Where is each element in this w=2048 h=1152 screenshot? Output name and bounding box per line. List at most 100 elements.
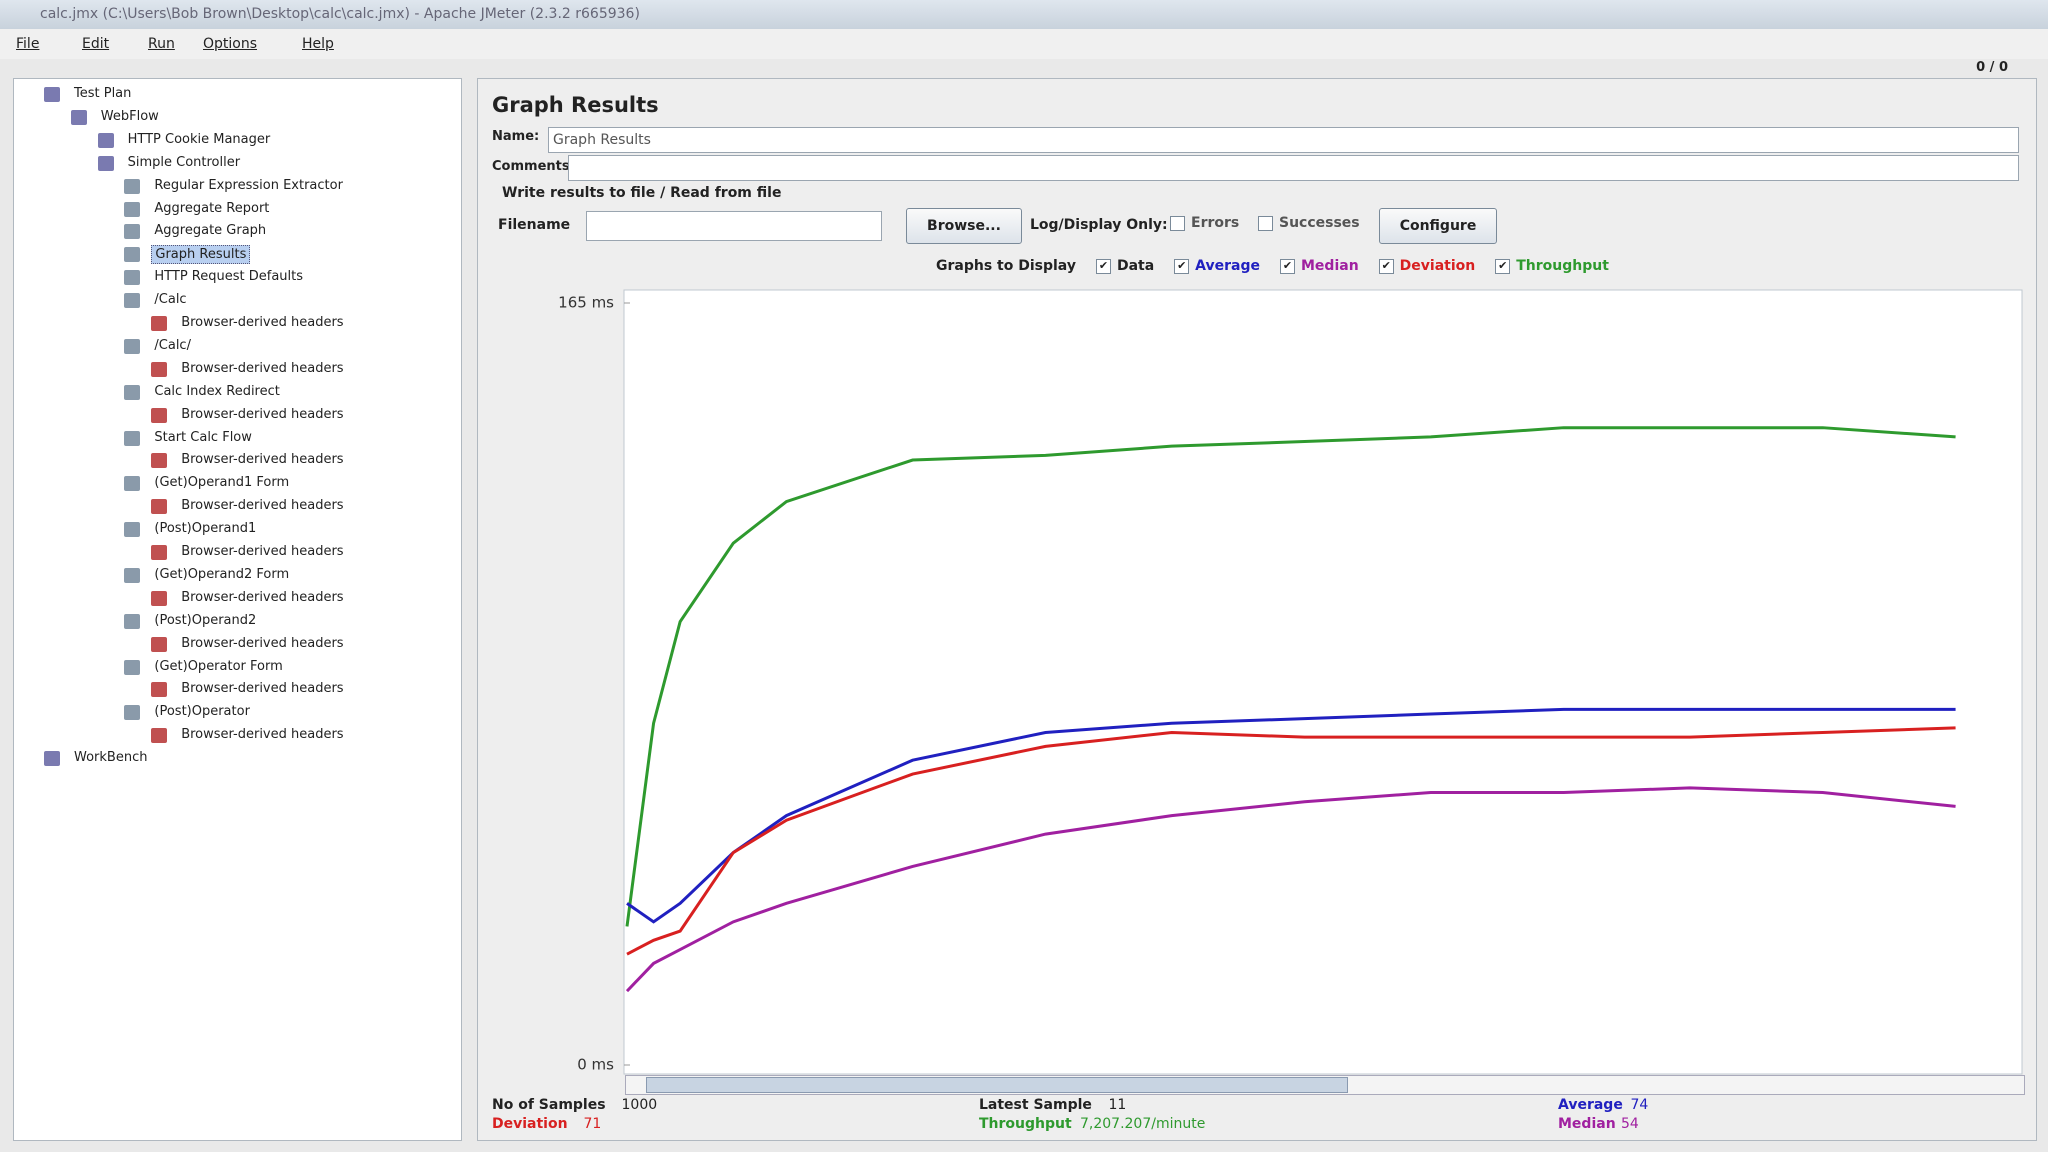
menu-item[interactable]: Options	[203, 36, 258, 52]
tree-icon	[124, 247, 141, 263]
tree-item[interactable]: Browser-derived headers	[181, 544, 344, 559]
tree-panel: Test Plan WebFlow HTTP Cookie Manager Simpl…	[13, 78, 462, 1141]
plot-area	[623, 289, 2023, 1075]
tree-icon	[151, 316, 168, 331]
tree-item[interactable]: (Get)Operand1 Form	[154, 475, 290, 491]
tree-item[interactable]: Aggregate Graph	[154, 223, 267, 239]
errors-option[interactable]: Errors	[1170, 215, 1239, 231]
menu-item[interactable]: Run	[148, 36, 175, 52]
scrollbar[interactable]	[625, 1075, 2025, 1095]
stat-label: Latest Sample	[979, 1097, 1092, 1113]
tree-item[interactable]: HTTP Request Defaults	[154, 269, 304, 285]
graph-option[interactable]: ✔ Average	[1174, 258, 1260, 274]
stat-label: Throughput	[979, 1116, 1072, 1132]
tree-item[interactable]: Aggregate Report	[154, 200, 270, 216]
tree-item[interactable]: /Calc	[154, 292, 187, 308]
tree-item[interactable]: WebFlow	[100, 108, 159, 124]
tree-item[interactable]: Simple Controller	[127, 154, 241, 170]
tree-icon	[151, 590, 168, 606]
menu-bar: File Edit Run Options Help	[0, 29, 2048, 59]
tree-icon	[124, 430, 141, 446]
tree-item[interactable]: Browser-derived headers	[181, 360, 344, 376]
name-label: Name:	[492, 129, 540, 144]
tree-item[interactable]: (Get)Operand2 Form	[154, 566, 290, 582]
tree-icon	[151, 545, 168, 560]
checkbox[interactable]: ✔	[1174, 258, 1190, 274]
tree-icon	[151, 407, 168, 423]
tree-item[interactable]: Browser-derived headers	[181, 315, 344, 330]
tree-item[interactable]: Regular Expression Extractor	[154, 177, 343, 193]
successes-label: Successes	[1279, 215, 1360, 231]
comments-field[interactable]	[568, 155, 2019, 181]
name-field[interactable]: Graph Results	[548, 127, 2019, 153]
panel-title: Graph Results	[492, 93, 659, 117]
tree-item[interactable]: Browser-derived headers	[181, 498, 344, 514]
stat-value: 11	[1108, 1097, 1127, 1113]
tree-item[interactable]: WorkBench	[74, 750, 148, 766]
stat-value: 1000	[621, 1097, 658, 1113]
configure-button[interactable]: Configure	[1379, 208, 1497, 244]
tree-item[interactable]: Browser-derived headers	[181, 406, 344, 422]
tree-icon	[124, 178, 141, 194]
tree-icon	[151, 728, 168, 744]
tree-item[interactable]: (Post)Operand1	[154, 521, 257, 537]
errors-label: Errors	[1191, 215, 1240, 231]
tree-item[interactable]: Graph Results	[151, 245, 251, 265]
graph-option[interactable]: ✔ Data	[1095, 258, 1154, 274]
tree-item[interactable]: /Calc/	[154, 337, 191, 353]
tree-item[interactable]: Browser-derived headers	[181, 727, 344, 743]
tree-icon	[70, 109, 87, 125]
tree-item[interactable]: Browser-derived headers	[181, 681, 344, 697]
filename-label: Filename	[498, 217, 571, 233]
graph-option[interactable]: ✔ Deviation	[1378, 258, 1476, 274]
y-tick-label: 165 ms	[558, 294, 614, 312]
scroll-thumb[interactable]	[646, 1077, 1348, 1093]
series-line	[626, 707, 1956, 924]
tree-icon	[124, 338, 141, 354]
tree-icon	[151, 499, 168, 515]
menu-item[interactable]: File	[16, 36, 40, 52]
tree-icon	[124, 705, 141, 721]
stat-value: 7,207.207/minute	[1080, 1116, 1206, 1132]
graph-option-label: Deviation	[1399, 258, 1476, 274]
menu-item[interactable]: Edit	[82, 36, 110, 52]
tree-item[interactable]: (Get)Operator Form	[154, 658, 283, 674]
filename-field[interactable]	[586, 211, 882, 241]
chart: 165 ms 0 ms	[558, 289, 2023, 1075]
tree-icon	[124, 567, 141, 583]
tree-icon	[124, 201, 141, 217]
tree-item[interactable]: Calc Index Redirect	[154, 383, 280, 399]
stat-label: Average	[1558, 1097, 1623, 1113]
tree-item[interactable]: HTTP Cookie Manager	[127, 131, 271, 147]
tree-icon	[97, 155, 114, 171]
graph-option-label: Throughput	[1516, 258, 1609, 274]
y-tick-label: 0 ms	[577, 1056, 614, 1074]
tree-item[interactable]: Browser-derived headers	[181, 635, 344, 651]
tree-icon	[44, 751, 60, 767]
counter: 0 / 0	[1976, 60, 2008, 75]
tree-icon	[151, 453, 168, 469]
tree-item[interactable]: (Post)Operand2	[154, 612, 257, 628]
tree-item[interactable]: Browser-derived headers	[181, 452, 344, 468]
stat-value: 71	[583, 1116, 602, 1132]
checkbox[interactable]: ✔	[1495, 258, 1511, 274]
stat-value: 54	[1621, 1116, 1639, 1132]
tree-item[interactable]: (Post)Operator	[154, 704, 250, 720]
window-title: calc.jmx (C:\Users\Bob Brown\Desktop\cal…	[40, 6, 640, 22]
successes-option[interactable]: Successes	[1258, 215, 1360, 231]
tree-item[interactable]: Browser-derived headers	[181, 589, 344, 605]
graph-option[interactable]: ✔ Median	[1280, 258, 1359, 274]
tree-icon	[151, 361, 168, 377]
checkbox[interactable]: ✔	[1280, 258, 1295, 274]
tree-item[interactable]: Start Calc Flow	[154, 429, 252, 445]
menu-item[interactable]: Help	[302, 36, 334, 52]
tree-item[interactable]: Test Plan	[74, 86, 132, 101]
stat-label: No of Samples	[492, 1097, 606, 1113]
checkbox[interactable]: ✔	[1095, 258, 1111, 274]
tree-icon	[124, 293, 141, 309]
tree-icon	[124, 659, 141, 675]
browse-button[interactable]: Browse...	[906, 208, 1022, 244]
tree-icon	[124, 476, 141, 492]
graph-option[interactable]: ✔ Throughput	[1495, 258, 1609, 274]
checkbox[interactable]: ✔	[1378, 258, 1394, 274]
